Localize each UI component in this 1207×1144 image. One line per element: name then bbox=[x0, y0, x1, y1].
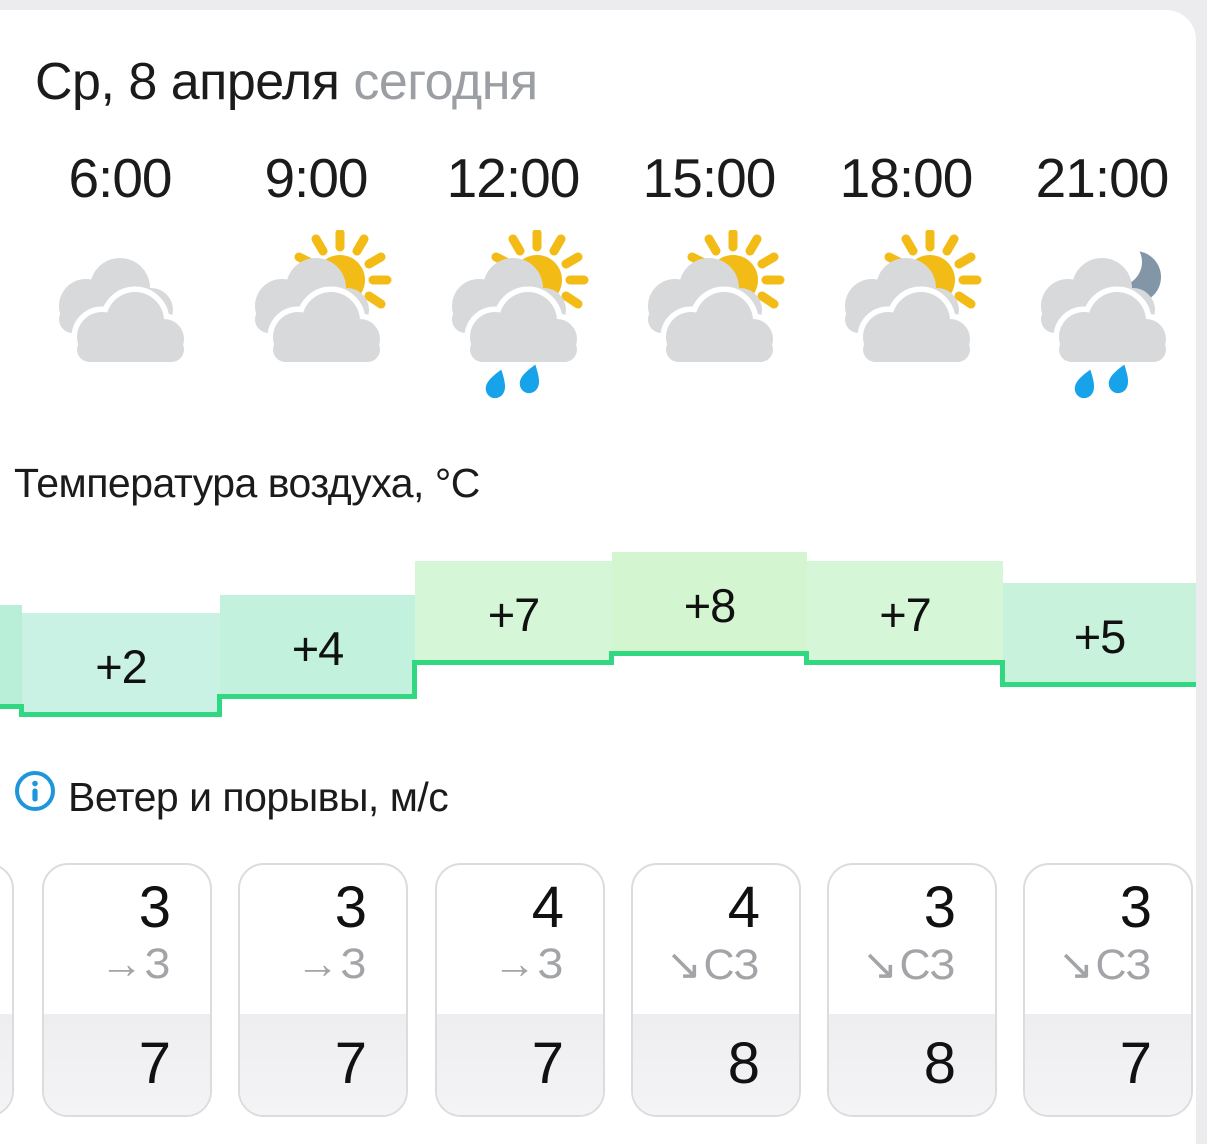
temp-step-connector bbox=[217, 694, 222, 717]
temp-block-18-00: +7 bbox=[807, 561, 1003, 665]
time-label-21-00: 21:00 bbox=[1035, 147, 1170, 209]
wind-card-18-00: 3 ↘СЗ 8 bbox=[827, 863, 997, 1117]
sun-clouds-icon bbox=[826, 230, 986, 416]
time-label-15-00: 15:00 bbox=[642, 147, 777, 209]
wind-speed: 3 bbox=[1119, 875, 1152, 940]
wind-direction: СЗ bbox=[703, 940, 759, 989]
today-label: сегодня bbox=[353, 53, 538, 111]
wind-section-label: Ветер и порывы, м/с bbox=[68, 774, 449, 820]
wind-direction: З bbox=[340, 939, 367, 988]
wind-direction-arrow-icon: ↘ bbox=[665, 940, 702, 989]
wind-direction: З bbox=[537, 939, 564, 988]
temp-block-prev-partial bbox=[0, 605, 22, 709]
time-label-18-00: 18:00 bbox=[839, 147, 974, 209]
wind-direction-arrow-icon: → bbox=[493, 939, 536, 988]
temp-block-6-00: +2 bbox=[22, 613, 220, 717]
wind-direction-arrow-icon: ↘ bbox=[1057, 940, 1094, 989]
temp-step-connector bbox=[609, 651, 614, 665]
sun-clouds-rain-icon bbox=[433, 230, 593, 416]
wind-direction-arrow-icon: → bbox=[100, 939, 143, 988]
wind-card-15-00: 4 ↘СЗ 8 bbox=[631, 863, 801, 1117]
temp-step-connector bbox=[1000, 660, 1005, 687]
temp-value: +7 bbox=[879, 588, 932, 641]
temp-value: +8 bbox=[683, 579, 737, 632]
temp-block-15-00: +8 bbox=[612, 552, 807, 656]
wind-speed: 4 bbox=[727, 875, 760, 940]
wind-speed: 3 bbox=[334, 875, 367, 940]
moon-clouds-rain-icon bbox=[1022, 230, 1182, 416]
wind-gust: 7 bbox=[138, 1031, 171, 1096]
temp-value: +4 bbox=[291, 622, 345, 675]
sun-clouds-icon bbox=[629, 230, 789, 416]
wind-speed: 3 bbox=[138, 875, 171, 940]
wind-card-prev-partial bbox=[0, 863, 14, 1117]
wind-gust: 8 bbox=[923, 1031, 956, 1096]
wind-card-21-00: 3 ↘СЗ 7 bbox=[1023, 863, 1193, 1117]
date-label: Ср, 8 апреля bbox=[35, 53, 340, 111]
wind-speed: 3 bbox=[923, 875, 956, 940]
temp-value: +2 bbox=[95, 640, 148, 693]
time-label-12-00: 12:00 bbox=[446, 147, 581, 209]
wind-gust: 7 bbox=[1119, 1031, 1152, 1096]
sun-clouds-icon bbox=[236, 230, 396, 416]
temp-step-connector bbox=[412, 660, 417, 699]
temp-value: +5 bbox=[1073, 610, 1127, 663]
temp-value: +7 bbox=[487, 588, 541, 641]
wind-direction: З bbox=[144, 939, 171, 988]
time-label-6-00: 6:00 bbox=[68, 147, 172, 209]
wind-direction: СЗ bbox=[899, 940, 955, 989]
temp-step-connector bbox=[804, 651, 809, 665]
wind-card-6-00: 3 →З 7 bbox=[42, 863, 212, 1117]
wind-card-9-00: 3 →З 7 bbox=[238, 863, 408, 1117]
wind-direction: СЗ bbox=[1095, 940, 1151, 989]
temp-step-connector bbox=[19, 704, 24, 717]
wind-speed: 4 bbox=[531, 875, 564, 940]
temp-block-21-00: +5 bbox=[1003, 583, 1196, 687]
wind-direction-arrow-icon: → bbox=[296, 939, 339, 988]
wind-card-12-00: 4 →З 7 bbox=[435, 863, 605, 1117]
temp-block-9-00: +4 bbox=[220, 595, 415, 699]
wind-gust: 8 bbox=[727, 1031, 760, 1096]
wind-gust: 7 bbox=[531, 1031, 564, 1096]
time-label-9-00: 9:00 bbox=[264, 147, 368, 209]
temperature-section-label: Температура воздуха, °C bbox=[14, 460, 480, 506]
clouds-icon bbox=[40, 230, 200, 416]
wind-gust: 7 bbox=[334, 1031, 367, 1096]
day-header: Ср, 8 апреля сегодня bbox=[35, 52, 538, 112]
wind-direction-arrow-icon: ↘ bbox=[861, 940, 898, 989]
temp-block-12-00: +7 bbox=[415, 561, 612, 665]
info-icon[interactable] bbox=[14, 770, 56, 812]
